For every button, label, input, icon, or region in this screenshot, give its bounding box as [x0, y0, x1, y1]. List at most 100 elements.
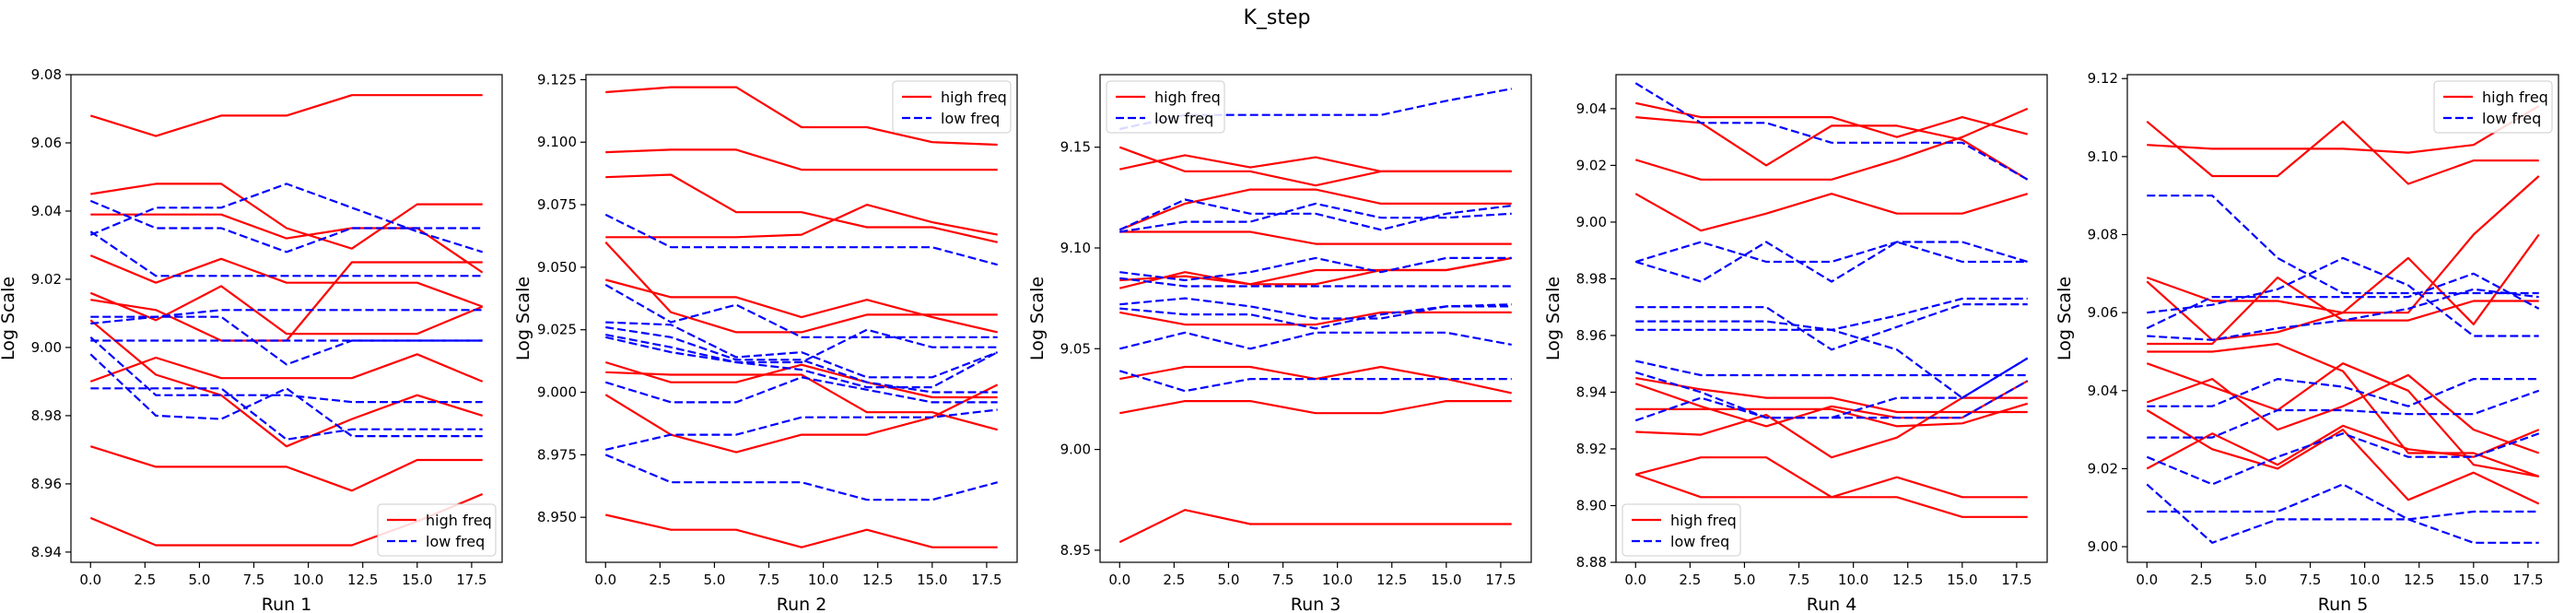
x-tick-label: 12.5: [1376, 572, 1407, 588]
legend-high-label: high freq: [426, 512, 492, 529]
axes-frame: [2126, 74, 2559, 563]
low-freq-line-16: [605, 336, 999, 389]
y-tick-label: 9.100: [537, 134, 577, 150]
y-tick-label: 9.08: [2088, 227, 2118, 243]
x-tick-label: 17.5: [2001, 572, 2032, 588]
legend-low-label: low freq: [1154, 110, 1213, 127]
low-freq-line-11: [2147, 195, 2539, 295]
legend-high-label: high freq: [1154, 88, 1221, 106]
x-tick-label: 0.0: [79, 572, 101, 588]
x-tick-label: 10.0: [2349, 572, 2380, 588]
low-freq-line-17: [1119, 303, 1512, 330]
high-freq-line-1: [605, 86, 998, 147]
high-freq-line-9: [1119, 400, 1512, 415]
y-tick-label: 9.00: [31, 339, 62, 356]
low-freq-line-12: [2147, 256, 2539, 337]
high-freq-line-10: [2146, 424, 2540, 470]
high-freq-line-4: [605, 204, 998, 239]
axes-frame: [1099, 74, 1532, 563]
plot-area: [2127, 75, 2558, 562]
low-freq-line-18: [2146, 483, 2539, 544]
low-freq-line-13: [1119, 202, 1512, 233]
legend-frame: [892, 80, 1012, 134]
legend-frame: [1622, 503, 1741, 557]
y-tick-label: 8.95: [1060, 542, 1091, 559]
subplot-2: 0.0 2.5 5.0 7.5 10.0 12.5 15.0 17.5 8.950 8.975 9.…: [513, 71, 1018, 613]
axes-frame: [70, 74, 503, 563]
y-tick-label: 9.10: [1060, 240, 1091, 256]
x-tick-label: 12.5: [1892, 572, 1923, 588]
low-freq-line-14: [1119, 256, 1512, 282]
y-tick-label: 8.98: [1576, 270, 1607, 287]
high-freq-line-5: [1635, 377, 2028, 414]
high-freq-line-7: [89, 319, 484, 448]
y-tick-label: 8.96: [31, 476, 62, 492]
high-freq-line-3: [1634, 107, 2029, 181]
y-tick-label: 9.12: [2088, 70, 2118, 87]
x-tick-label: 10.0: [1838, 572, 1868, 588]
low-freq-line-14: [2147, 288, 2539, 341]
high-freq-line-10: [605, 513, 998, 548]
low-freq-line-15: [90, 309, 483, 325]
x-tick-label: 15.0: [402, 572, 432, 588]
high-freq-line-4: [1634, 193, 2029, 232]
x-tick-label: 17.5: [1485, 572, 1516, 588]
legend: high freq low freq: [892, 80, 1012, 134]
low-freq-line-15: [2147, 378, 2539, 407]
x-tick-label: 15.0: [2458, 572, 2488, 588]
high-freq-line-1: [2146, 120, 2539, 185]
x-tick-label: 7.5: [1272, 572, 1294, 588]
low-freq-line-18: [605, 408, 998, 451]
axes-frame: [585, 74, 1018, 563]
y-tick-label: 8.94: [1576, 383, 1607, 400]
figure-title: K_step: [1243, 6, 1310, 29]
x-tick-label: 15.0: [917, 572, 947, 588]
x-tick-label: 17.5: [971, 572, 1001, 588]
legend-low-label: low freq: [941, 110, 1000, 127]
high-freq-line-7: [1119, 311, 1512, 326]
low-freq-line-17: [1635, 360, 2028, 377]
low-freq-line-17: [604, 376, 998, 404]
x-tick-label: 7.5: [2300, 572, 2322, 588]
plot-area: [71, 75, 502, 562]
x-tick-label: 15.0: [1947, 572, 1977, 588]
low-freq-line-18: [1634, 357, 2029, 419]
low-freq-line-17: [2146, 432, 2540, 486]
subplot-1: 0.0 2.5 5.0 7.5 10.0 12.5 15.0 17.5 8.94 8.96 8.98…: [0, 66, 503, 613]
y-tick-label: 9.075: [537, 196, 577, 213]
y-tick-label: 9.15: [1060, 139, 1091, 156]
high-freq-line-7: [604, 360, 998, 399]
low-freq-line-14: [605, 325, 998, 394]
high-freq-line-5: [604, 242, 998, 334]
x-tick-label: 7.5: [758, 572, 780, 588]
low-freq-line-16: [1635, 328, 2029, 399]
y-tick-label: 9.00: [1060, 442, 1091, 458]
high-freq-line-10: [1118, 509, 1512, 544]
x-tick-label: 17.5: [456, 572, 486, 588]
x-axis-label: Run 4: [1807, 595, 1857, 613]
low-freq-line-11: [604, 213, 998, 266]
y-axis-label: Log Scale: [513, 277, 533, 360]
low-freq-line-13: [89, 230, 483, 277]
low-freq-line-11: [89, 199, 483, 253]
y-axis-label: Log Scale: [1027, 277, 1048, 360]
subplot-4: 0.0 2.5 5.0 7.5 10.0 12.5 15.0 17.5 8.88 8.90 8.92…: [1543, 74, 2048, 613]
x-tick-label: 12.5: [2404, 572, 2434, 588]
x-tick-label: 7.5: [1788, 572, 1810, 588]
y-tick-label: 8.98: [31, 407, 62, 424]
high-freq-line-6: [605, 278, 998, 334]
y-tick-label: 9.050: [537, 259, 577, 276]
legend-low-label: low freq: [2482, 110, 2541, 127]
x-tick-label: 15.0: [1431, 572, 1461, 588]
low-freq-line-18: [1119, 331, 1512, 350]
y-tick-label: 9.06: [31, 135, 62, 151]
low-freq-line-19: [89, 336, 483, 404]
y-tick-label: 9.125: [537, 71, 577, 88]
subplot-5: 0.0 2.5 5.0 7.5 10.0 12.5 15.0 17.5 9.00 9.02 9.04…: [2055, 70, 2559, 613]
low-freq-line-19: [1118, 370, 1512, 393]
y-tick-label: 9.08: [31, 66, 62, 83]
y-axis-label: Log Scale: [0, 277, 18, 360]
high-freq-line-8: [89, 353, 484, 383]
y-tick-label: 8.94: [31, 544, 62, 560]
y-tick-label: 8.92: [1576, 441, 1607, 457]
